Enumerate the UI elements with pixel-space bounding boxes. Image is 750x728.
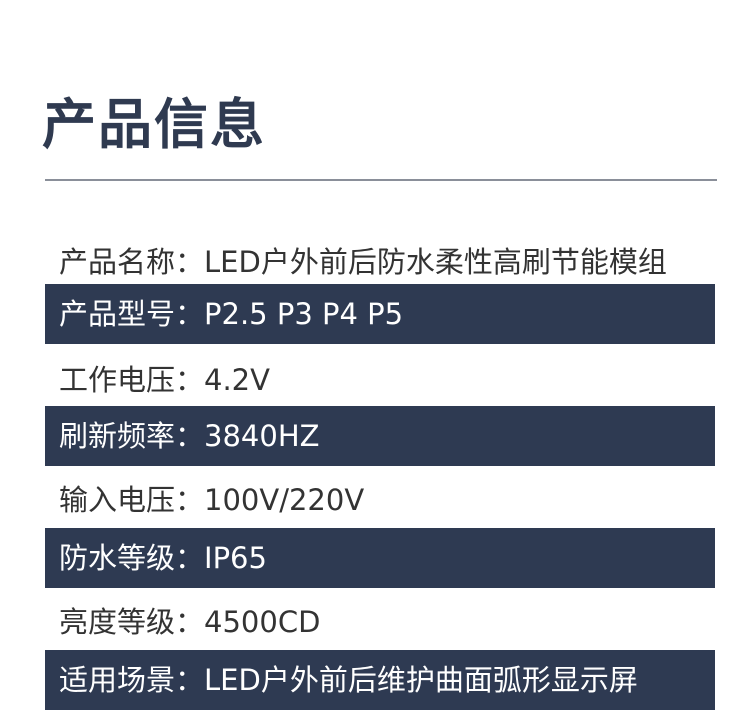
spec-label: 产品名称： bbox=[59, 245, 205, 279]
spec-label: 适用场景： bbox=[59, 663, 205, 697]
spec-label: 亮度等级： bbox=[59, 605, 205, 639]
spec-row-waterproof: 防水等级：IP65 bbox=[45, 528, 715, 588]
spec-value: LED户外前后维护曲面弧形显示屏 bbox=[204, 663, 638, 697]
spec-row-application: 适用场景：LED户外前后维护曲面弧形显示屏 bbox=[45, 650, 715, 710]
spec-label: 输入电压： bbox=[59, 483, 205, 517]
page-title: 产品信息 bbox=[42, 93, 266, 156]
spec-value: 4500CD bbox=[204, 605, 321, 639]
divider bbox=[45, 179, 717, 181]
spec-value: P2.5 P3 P4 P5 bbox=[204, 297, 404, 331]
spec-value: IP65 bbox=[204, 541, 267, 575]
spec-value: 4.2V bbox=[204, 363, 270, 397]
spec-value: 3840HZ bbox=[204, 419, 320, 453]
spec-row-name: 产品名称：LED户外前后防水柔性高刷节能模组 bbox=[45, 232, 715, 292]
spec-value: 100V/220V bbox=[204, 483, 365, 517]
spec-row-brightness: 亮度等级：4500CD bbox=[45, 592, 715, 652]
spec-label: 刷新频率： bbox=[59, 419, 205, 453]
spec-value: LED户外前后防水柔性高刷节能模组 bbox=[204, 245, 667, 279]
spec-row-input-voltage: 输入电压：100V/220V bbox=[45, 470, 715, 530]
spec-row-model: 产品型号：P2.5 P3 P4 P5 bbox=[45, 284, 715, 344]
spec-label: 产品型号： bbox=[59, 297, 205, 331]
spec-row-voltage: 工作电压：4.2V bbox=[45, 350, 715, 410]
spec-label: 工作电压： bbox=[59, 363, 205, 397]
spec-row-refresh: 刷新频率：3840HZ bbox=[45, 406, 715, 466]
spec-label: 防水等级： bbox=[59, 541, 205, 575]
